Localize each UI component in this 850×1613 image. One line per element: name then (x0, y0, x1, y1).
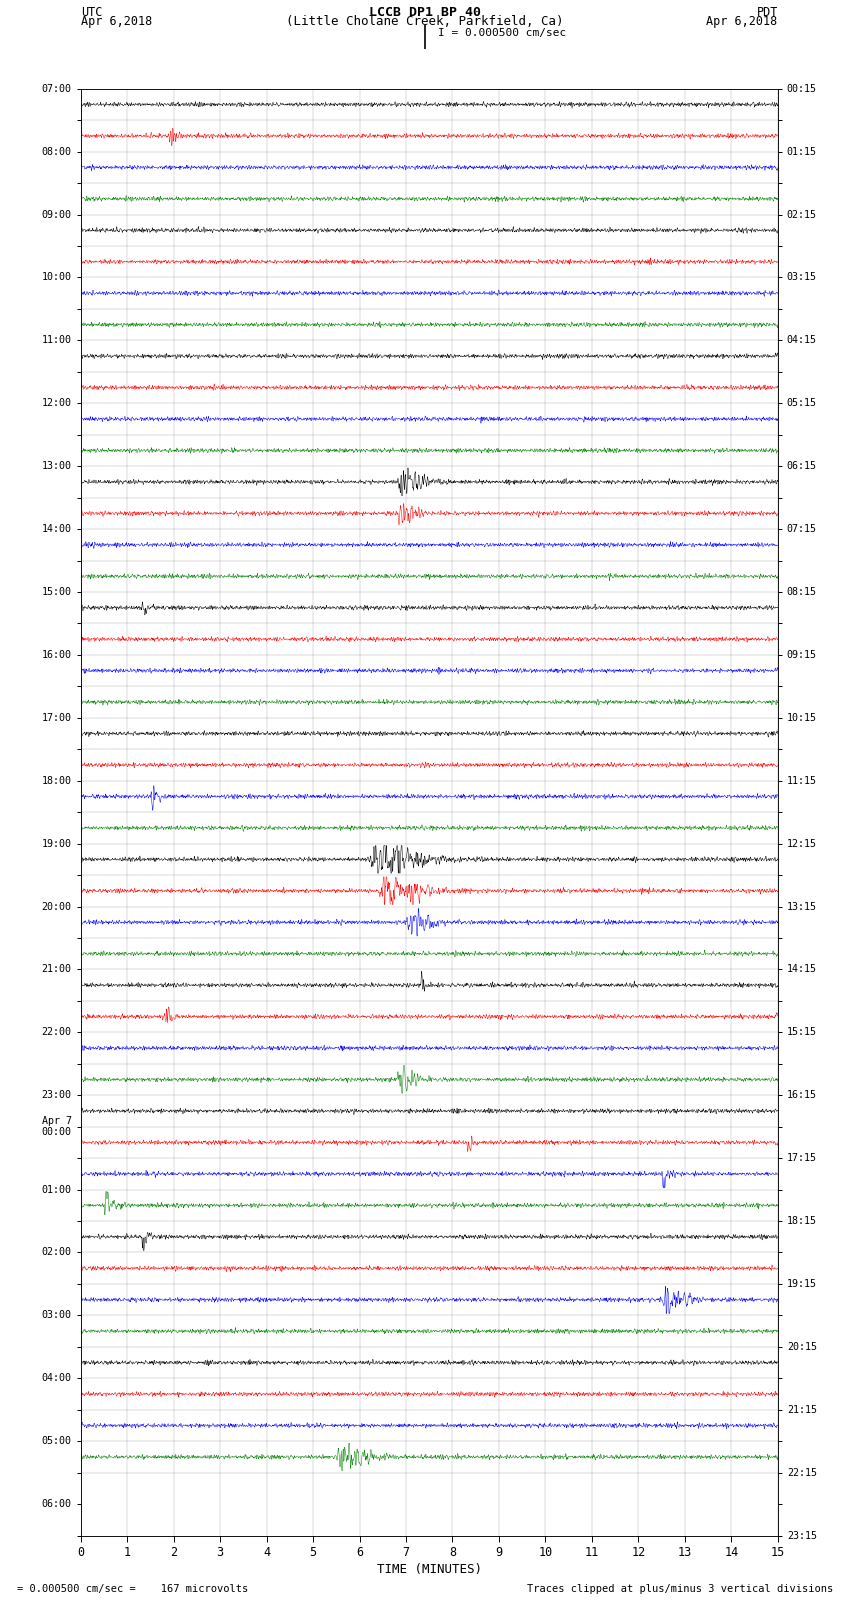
Text: = 0.000500 cm/sec =    167 microvolts: = 0.000500 cm/sec = 167 microvolts (17, 1584, 248, 1594)
Text: Apr 6,2018: Apr 6,2018 (706, 16, 778, 29)
X-axis label: TIME (MINUTES): TIME (MINUTES) (377, 1563, 482, 1576)
Text: I = 0.000500 cm/sec: I = 0.000500 cm/sec (438, 27, 566, 39)
Text: PDT: PDT (756, 5, 778, 19)
Text: Apr 6,2018: Apr 6,2018 (81, 16, 152, 29)
Text: (Little Cholane Creek, Parkfield, Ca): (Little Cholane Creek, Parkfield, Ca) (286, 16, 564, 29)
Text: UTC: UTC (81, 5, 102, 19)
Text: Traces clipped at plus/minus 3 vertical divisions: Traces clipped at plus/minus 3 vertical … (527, 1584, 833, 1594)
Text: LCCB DP1 BP 40: LCCB DP1 BP 40 (369, 5, 481, 19)
